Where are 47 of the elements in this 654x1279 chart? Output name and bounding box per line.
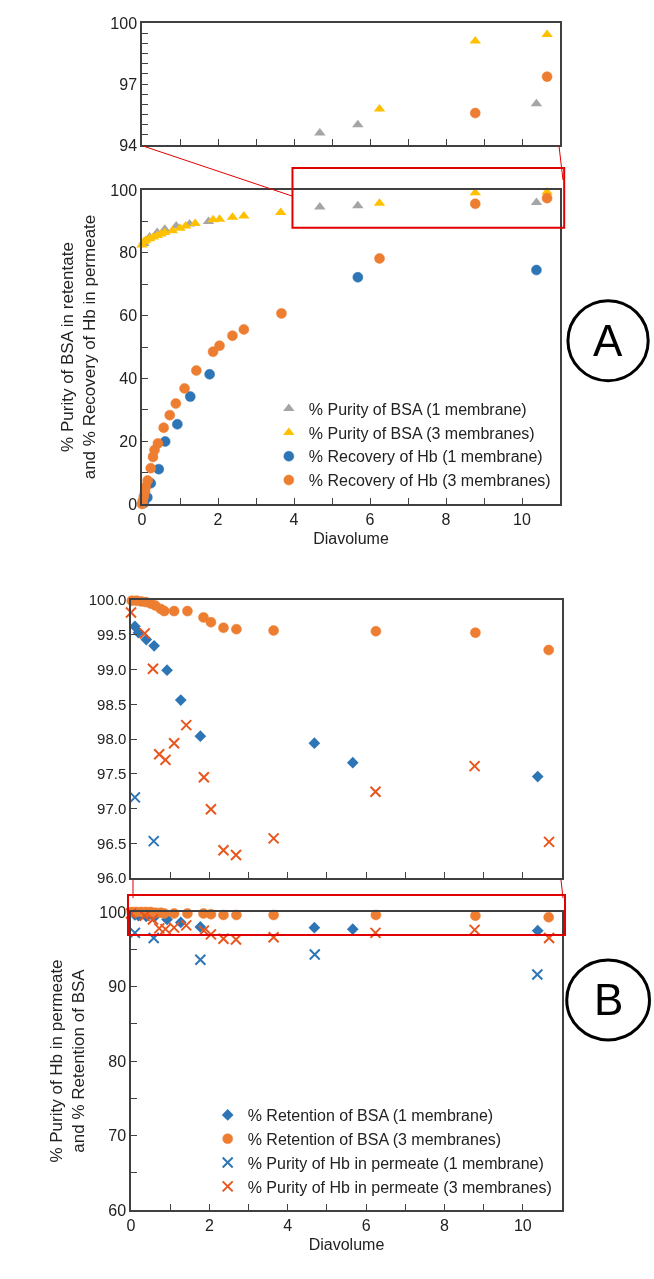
y-tick-label: 100.0 <box>88 591 127 609</box>
y-axis-title: % Purity of BSA in retentate and % Recovery of Hb in permeate <box>58 214 100 480</box>
y-tick-label: 96.0 <box>97 869 127 887</box>
x-tick-label: 6 <box>361 1216 371 1234</box>
y-tick-label: 60 <box>119 307 138 325</box>
x-tick-label: 10 <box>513 1216 532 1234</box>
y-tick-label: 100 <box>110 181 138 199</box>
y-axis-title: % Purity of Hb in permeate and % Retention of BSA <box>47 959 89 1163</box>
x-tick-label: 8 <box>441 510 451 528</box>
y-tick-label: 100 <box>110 14 138 32</box>
x-tick-label: 4 <box>289 510 299 528</box>
y-tick-label: 80 <box>108 1052 127 1070</box>
y-tick-label: 70 <box>108 1127 127 1145</box>
legend-label: % Purity of BSA (3 membranes) <box>308 424 535 442</box>
y-tick-label: 40 <box>119 370 138 387</box>
legend-label: % Purity of BSA (1 membrane) <box>308 400 527 418</box>
y-tick-label: 20 <box>119 432 138 450</box>
text: A <box>593 316 623 365</box>
legend-label: % Retention of BSA (3 membranes) <box>247 1130 502 1148</box>
y-tick-label: 80 <box>119 244 138 262</box>
y-tick-label: 99.0 <box>97 660 127 678</box>
x-tick-label: 8 <box>440 1216 449 1234</box>
y-tick-label: 96.5 <box>97 834 127 852</box>
x-axis-title: Diavolume <box>308 1236 385 1254</box>
legend-label: % Purity of Hb in permeate (1 membrane) <box>247 1154 544 1172</box>
y-tick-label: 97.0 <box>97 799 127 817</box>
x-axis-title: Diavolume <box>313 530 389 548</box>
y-tick-label: 97 <box>119 75 138 93</box>
y-tick-label: 98.5 <box>97 695 127 713</box>
y-tick-label: 98.0 <box>97 730 127 748</box>
x-tick-label: 4 <box>283 1216 293 1234</box>
text: B <box>594 975 624 1024</box>
x-tick-label: 2 <box>204 1216 214 1234</box>
y-tick-label: 94 <box>119 136 138 154</box>
y-tick-label: 100 <box>99 903 127 921</box>
legend-label: % Recovery of Hb (1 membrane) <box>308 448 543 466</box>
legend-label: % Retention of BSA (1 membrane) <box>247 1107 494 1125</box>
legend-label: % Recovery of Hb (3 membranes) <box>308 472 551 490</box>
y-tick-label: 99.5 <box>97 626 127 643</box>
x-tick-label: 2 <box>213 510 223 528</box>
y-tick-label: 97.5 <box>97 765 127 782</box>
x-tick-label: 6 <box>365 510 375 528</box>
x-tick-label: 10 <box>513 510 531 528</box>
y-tick-label: 0 <box>128 495 138 513</box>
y-tick-label: 90 <box>108 978 127 996</box>
y-tick-label: 60 <box>108 1201 127 1219</box>
legend-label: % Purity of Hb in permeate (3 membranes) <box>247 1178 552 1196</box>
